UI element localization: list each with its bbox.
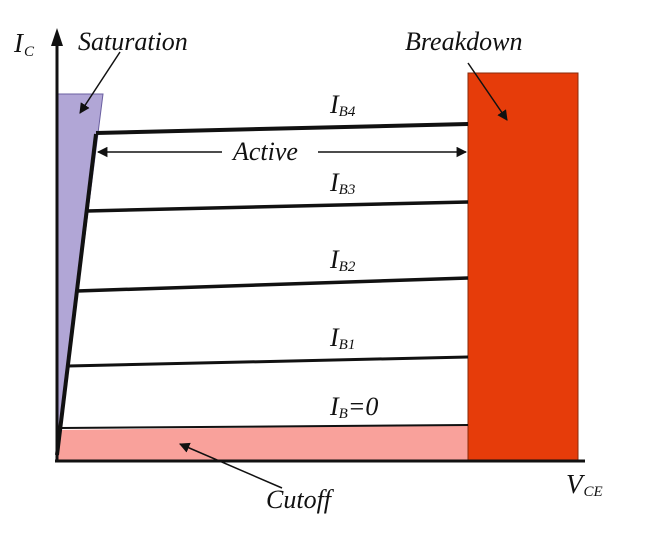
y-axis-arrow-icon <box>51 28 63 46</box>
cutoff-pointer-arrow <box>179 442 283 489</box>
breakdown-label: Breakdown <box>405 27 522 56</box>
x-axis-label: VCE <box>566 469 603 500</box>
curve-label-ib1: IB1 <box>329 323 355 353</box>
saturation-boundary-line <box>55 133 98 456</box>
curve-ib2 <box>76 276 469 293</box>
curve-label-ib2: IB2 <box>329 245 356 275</box>
saturation-pointer-arrow <box>79 51 121 114</box>
curve-label-ib0: IB=0 <box>329 392 378 422</box>
saturation-label: Saturation <box>78 27 188 56</box>
curve-ib1 <box>67 355 469 368</box>
curve-label-ib3: IB3 <box>329 168 355 198</box>
breakdown-pointer-arrow <box>467 62 508 121</box>
breakdown-region <box>467 72 579 462</box>
curve-ib3 <box>86 200 469 213</box>
cutoff-region <box>57 425 468 461</box>
active-label: Active <box>231 137 298 166</box>
curve-label-ib4: IB4 <box>329 90 356 120</box>
curve-ib4 <box>95 122 469 135</box>
curve-ib0 <box>59 424 469 429</box>
cutoff-label: Cutoff <box>266 485 335 514</box>
y-axis-label: IC <box>13 28 35 60</box>
